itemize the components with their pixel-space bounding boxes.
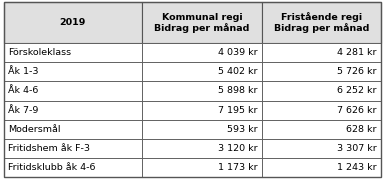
Text: 628 kr: 628 kr [346,125,377,134]
Bar [262,139,381,158]
Bar [4,158,142,177]
Bar [4,101,142,120]
Bar [4,43,142,62]
Bar [142,120,262,139]
Text: Kommunal regi: Kommunal regi [162,13,242,21]
Text: Förskoleklass: Förskoleklass [8,48,72,57]
Bar [4,2,142,43]
Text: 2019: 2019 [60,18,86,27]
Bar [4,120,142,139]
Bar [142,101,262,120]
Text: 7 626 kr: 7 626 kr [337,106,377,115]
Bar [262,62,381,81]
Bar [262,81,381,101]
Text: 7 195 kr: 7 195 kr [218,106,258,115]
Bar [142,62,262,81]
Text: 5 402 kr: 5 402 kr [218,67,258,76]
Text: 4 281 kr: 4 281 kr [337,48,377,57]
Bar [262,43,381,62]
Bar [262,158,381,177]
Text: 5 898 kr: 5 898 kr [218,86,258,95]
Text: Åk 7-9: Åk 7-9 [8,106,39,115]
Text: Åk 4-6: Åk 4-6 [8,86,39,95]
Bar [262,2,381,43]
Bar [142,81,262,101]
Bar [142,43,262,62]
Text: 1 173 kr: 1 173 kr [218,163,258,172]
Text: 6 252 kr: 6 252 kr [337,86,377,95]
Text: 593 kr: 593 kr [227,125,258,134]
Text: Fritidshem åk F-3: Fritidshem åk F-3 [8,144,90,153]
Text: 4 039 kr: 4 039 kr [218,48,258,57]
Text: 3 120 kr: 3 120 kr [218,144,258,153]
Bar [4,81,142,101]
Text: Åk 1-3: Åk 1-3 [8,67,39,76]
Text: 3 307 kr: 3 307 kr [337,144,377,153]
Bar [4,139,142,158]
Bar [142,139,262,158]
Text: Fristående regi: Fristående regi [281,12,362,22]
Text: 5 726 kr: 5 726 kr [337,67,377,76]
Text: 1 243 kr: 1 243 kr [337,163,377,172]
Bar [262,101,381,120]
Text: Fritidsklubb åk 4-6: Fritidsklubb åk 4-6 [8,163,96,172]
Text: Modersmål: Modersmål [8,125,61,134]
Text: Bidrag per månad: Bidrag per månad [154,23,249,33]
Bar [142,158,262,177]
Text: Bidrag per månad: Bidrag per månad [274,23,370,33]
Bar [4,62,142,81]
Bar [142,2,262,43]
Bar [262,120,381,139]
